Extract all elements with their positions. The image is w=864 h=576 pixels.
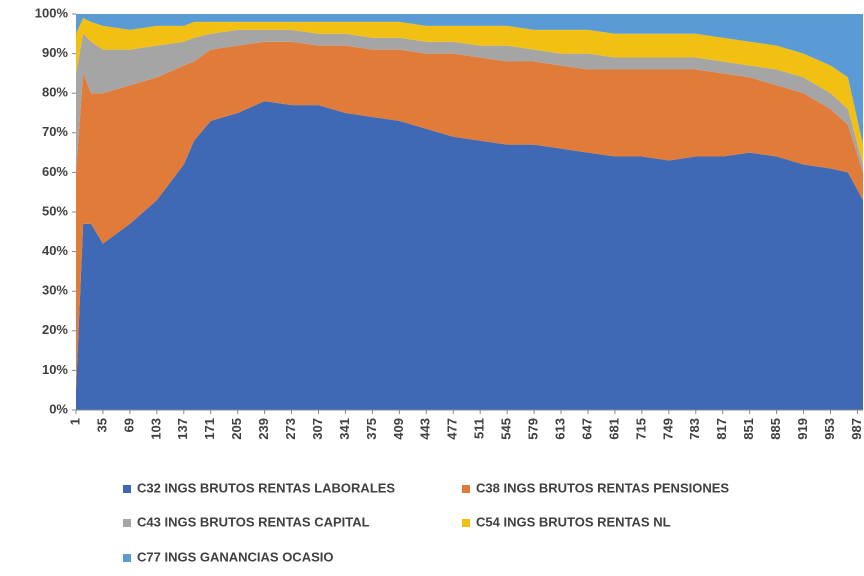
x-tick-label: 205 bbox=[229, 418, 244, 440]
area bbox=[76, 17, 863, 165]
area bbox=[76, 29, 863, 173]
x-tick-label: 545 bbox=[499, 418, 514, 440]
x-tick-label: 409 bbox=[391, 418, 406, 440]
x-tick-label: 647 bbox=[579, 418, 594, 440]
x-tick-label: 477 bbox=[445, 418, 460, 440]
legend-swatch bbox=[462, 485, 470, 493]
y-tick-label: 50% bbox=[42, 203, 68, 218]
x-tick-label: 511 bbox=[472, 418, 487, 439]
y-tick-label: 40% bbox=[42, 243, 68, 258]
x-tick-label: 375 bbox=[364, 418, 379, 440]
area bbox=[76, 14, 863, 145]
x-tick-label: 171 bbox=[202, 418, 217, 440]
y-tick-label: 30% bbox=[42, 283, 68, 298]
y-tick-label: 10% bbox=[42, 362, 68, 377]
y-tick-label: 0% bbox=[49, 401, 68, 416]
legend-label: C38 INGS BRUTOS RENTAS PENSIONES bbox=[476, 480, 729, 495]
x-tick-label: 613 bbox=[552, 418, 567, 440]
x-tick-label: 987 bbox=[849, 418, 864, 440]
y-tick-label: 100% bbox=[35, 5, 69, 20]
y-tick-label: 60% bbox=[42, 164, 68, 179]
legend-label: C77 INGS GANANCIAS OCASIO bbox=[137, 549, 333, 564]
x-tick-label: 579 bbox=[526, 418, 541, 440]
legend-label: C32 INGS BRUTOS RENTAS LABORALES bbox=[137, 480, 395, 495]
x-tick-label: 953 bbox=[822, 418, 837, 440]
x-tick-label: 885 bbox=[768, 418, 783, 440]
legend-swatch bbox=[123, 519, 131, 527]
x-tick-label: 341 bbox=[337, 418, 352, 440]
x-tick-label: 69 bbox=[121, 418, 136, 432]
legend-swatch bbox=[462, 519, 470, 527]
legend-label: C54 INGS BRUTOS RENTAS NL bbox=[476, 514, 671, 529]
x-tick-label: 273 bbox=[283, 418, 298, 440]
x-tick-label: 851 bbox=[741, 418, 756, 440]
x-tick-label: 783 bbox=[687, 418, 702, 440]
x-tick-label: 1 bbox=[67, 418, 82, 425]
x-tick-label: 239 bbox=[256, 418, 271, 440]
y-tick-label: 80% bbox=[42, 85, 68, 100]
x-tick-label: 307 bbox=[310, 418, 325, 440]
y-tick-label: 70% bbox=[42, 124, 68, 139]
y-tick-label: 90% bbox=[42, 45, 68, 60]
x-tick-label: 103 bbox=[148, 418, 163, 440]
area bbox=[76, 101, 863, 411]
x-tick-label: 919 bbox=[795, 418, 810, 440]
area bbox=[76, 41, 863, 391]
legend-swatch bbox=[123, 485, 131, 493]
y-tick-label: 20% bbox=[42, 322, 68, 337]
x-tick-label: 817 bbox=[714, 418, 729, 440]
x-tick-label: 443 bbox=[418, 418, 433, 440]
x-tick-label: 137 bbox=[175, 418, 190, 440]
x-tick-label: 749 bbox=[660, 418, 675, 440]
legend-label: C43 INGS BRUTOS RENTAS CAPITAL bbox=[137, 514, 370, 529]
x-tick-label: 681 bbox=[606, 418, 621, 440]
x-tick-label: 715 bbox=[633, 418, 648, 440]
legend-swatch bbox=[123, 554, 131, 562]
x-tick-label: 35 bbox=[94, 418, 109, 432]
